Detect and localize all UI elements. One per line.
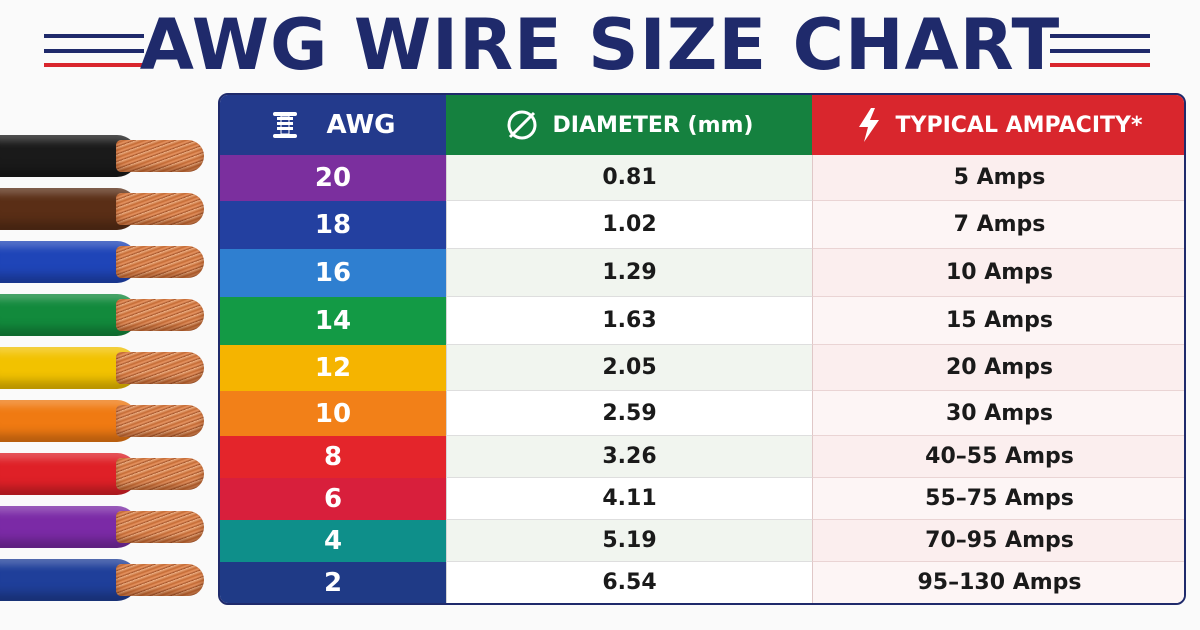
diameter-cell: 6.54 [446, 562, 812, 603]
awg-cell: 6 [220, 478, 446, 520]
deco-line [44, 49, 144, 53]
diameter-cell: 3.26 [446, 436, 812, 478]
chart-title: AWG WIRE SIZE CHART [139, 4, 1061, 86]
ampacity-cell: 95–130 Amps [812, 562, 1184, 603]
wire-illustration [0, 450, 220, 498]
deco-line [1050, 34, 1150, 38]
awg-cell: 2 [220, 562, 446, 603]
awg-cell: 14 [220, 297, 446, 345]
wire-insulation [0, 400, 138, 442]
awg-cell: 8 [220, 436, 446, 478]
copper-strands [116, 564, 204, 596]
wire-illustration [0, 132, 220, 180]
diameter-cell: 1.29 [446, 249, 812, 297]
table-row: 16 1.29 10 Amps [220, 249, 1184, 297]
wire-illustrations [0, 132, 220, 612]
header-awg: AWG [220, 95, 446, 155]
copper-strands [116, 140, 204, 172]
header-diameter-label: DIAMETER (mm) [552, 112, 754, 138]
ampacity-cell: 20 Amps [812, 345, 1184, 391]
copper-strands [116, 352, 204, 384]
table-row: 14 1.63 15 Amps [220, 297, 1184, 345]
awg-cell: 18 [220, 201, 446, 249]
diameter-icon [505, 108, 539, 142]
wire-insulation [0, 347, 138, 389]
diameter-cell: 5.19 [446, 520, 812, 562]
table-row: 10 2.59 30 Amps [220, 391, 1184, 436]
wire-insulation [0, 188, 138, 230]
copper-strands [116, 511, 204, 543]
copper-strands [116, 458, 204, 490]
wire-illustration [0, 397, 220, 445]
wire-insulation [0, 135, 138, 177]
header-awg-label: AWG [326, 110, 396, 140]
wire-illustration [0, 185, 220, 233]
diameter-cell: 4.11 [446, 478, 812, 520]
wire-insulation [0, 294, 138, 336]
deco-line [1050, 49, 1150, 53]
title-area: AWG WIRE SIZE CHART [0, 0, 1200, 92]
awg-cell: 12 [220, 345, 446, 391]
table-row: 18 1.02 7 Amps [220, 201, 1184, 249]
diameter-cell: 2.05 [446, 345, 812, 391]
title-decoration-right [1050, 34, 1150, 68]
table-row: 12 2.05 20 Amps [220, 345, 1184, 391]
diameter-cell: 1.63 [446, 297, 812, 345]
header-diameter: DIAMETER (mm) [446, 95, 812, 155]
ampacity-cell: 7 Amps [812, 201, 1184, 249]
lightning-bolt-icon [856, 107, 882, 143]
ampacity-cell: 15 Amps [812, 297, 1184, 345]
awg-cell: 4 [220, 520, 446, 562]
awg-cell: 20 [220, 155, 446, 201]
wire-size-table: AWG DIAMETER (mm) TYPICAL AMPACITY* 20 0.… [218, 93, 1186, 605]
deco-line [44, 63, 144, 67]
wire-illustration [0, 503, 220, 551]
wire-illustration [0, 344, 220, 392]
wire-spool-icon [271, 110, 299, 140]
wire-illustration [0, 556, 220, 604]
wire-insulation [0, 241, 138, 283]
diameter-cell: 0.81 [446, 155, 812, 201]
table-row: 2 6.54 95–130 Amps [220, 562, 1184, 603]
copper-strands [116, 299, 204, 331]
ampacity-cell: 5 Amps [812, 155, 1184, 201]
ampacity-cell: 55–75 Amps [812, 478, 1184, 520]
ampacity-cell: 10 Amps [812, 249, 1184, 297]
copper-strands [116, 193, 204, 225]
table-row: 8 3.26 40–55 Amps [220, 436, 1184, 478]
ampacity-cell: 70–95 Amps [812, 520, 1184, 562]
awg-cell: 16 [220, 249, 446, 297]
ampacity-cell: 30 Amps [812, 391, 1184, 436]
diameter-cell: 2.59 [446, 391, 812, 436]
wire-insulation [0, 506, 138, 548]
table-row: 20 0.81 5 Amps [220, 155, 1184, 201]
wire-illustration [0, 238, 220, 286]
header-ampacity-label: TYPICAL AMPACITY* [895, 112, 1143, 138]
diameter-cell: 1.02 [446, 201, 812, 249]
deco-line [1050, 63, 1150, 67]
wire-insulation [0, 453, 138, 495]
ampacity-cell: 40–55 Amps [812, 436, 1184, 478]
copper-strands [116, 405, 204, 437]
title-decoration-left [44, 34, 144, 68]
awg-cell: 10 [220, 391, 446, 436]
copper-strands [116, 246, 204, 278]
wire-illustration [0, 291, 220, 339]
wire-insulation [0, 559, 138, 601]
table-row: 4 5.19 70–95 Amps [220, 520, 1184, 562]
deco-line [44, 34, 144, 38]
header-ampacity: TYPICAL AMPACITY* [812, 95, 1184, 155]
table-row: 6 4.11 55–75 Amps [220, 478, 1184, 520]
